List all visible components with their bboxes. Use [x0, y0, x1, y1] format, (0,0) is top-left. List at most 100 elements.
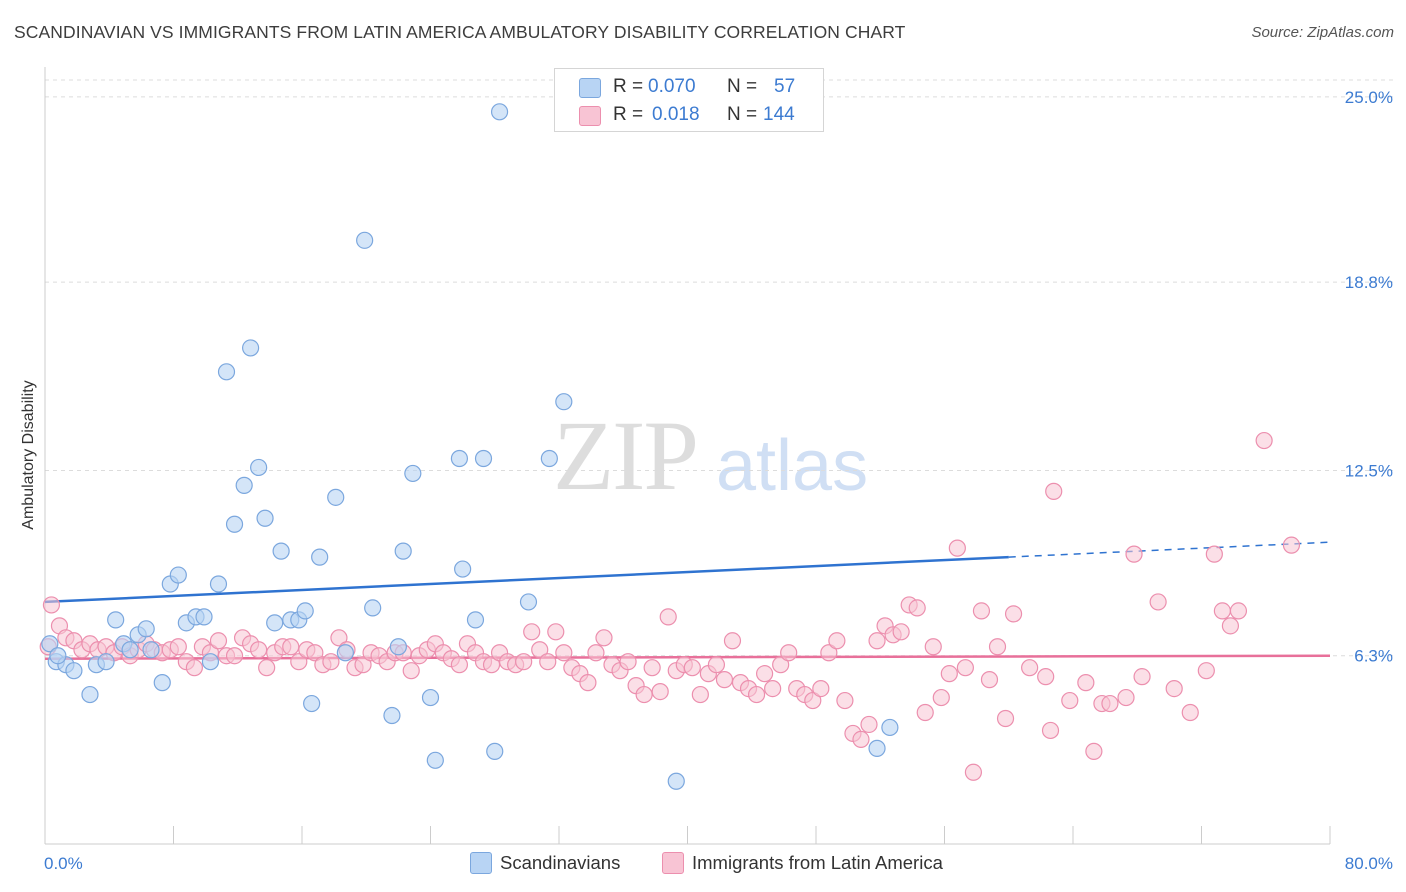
- data-point-latin-america: [354, 656, 372, 674]
- data-point-latin-america: [1041, 721, 1060, 740]
- data-point-scandinavians: [311, 548, 329, 566]
- data-point-scandinavians: [474, 449, 493, 468]
- data-point-latin-america: [1255, 431, 1273, 450]
- data-point-latin-america: [587, 644, 605, 662]
- data-point-latin-america: [836, 691, 854, 710]
- data-point-scandinavians: [394, 542, 412, 560]
- data-point-scandinavians: [327, 488, 345, 506]
- data-point-scandinavians: [256, 509, 274, 527]
- data-point-scandinavians: [383, 706, 401, 725]
- data-point-latin-america: [531, 641, 549, 659]
- data-point-latin-america: [1061, 691, 1079, 710]
- data-point-latin-america: [852, 730, 870, 749]
- data-point-latin-america: [306, 644, 324, 662]
- data-point-scandinavians: [235, 476, 253, 494]
- data-point-scandinavians: [107, 611, 125, 629]
- data-point-latin-america: [290, 653, 308, 671]
- data-point-latin-america: [892, 623, 910, 641]
- y-tick-label: 12.5%: [1345, 461, 1393, 480]
- data-point-latin-america: [659, 608, 677, 626]
- data-point-scandinavians: [421, 688, 440, 707]
- legend-r-value: 0.070: [648, 76, 696, 97]
- data-point-scandinavians: [336, 644, 354, 662]
- data-point-latin-america: [595, 629, 613, 647]
- data-point-scandinavians: [41, 635, 59, 653]
- data-point-latin-america: [523, 623, 541, 641]
- data-point-latin-america: [812, 679, 830, 698]
- data-point-latin-america: [169, 638, 187, 656]
- data-point-latin-america: [185, 659, 203, 677]
- data-point-scandinavians: [454, 560, 472, 578]
- data-point-latin-america: [1021, 659, 1039, 677]
- data-point-latin-america: [619, 653, 637, 671]
- legend-n-value: 57: [774, 76, 796, 97]
- data-point-scandinavians: [225, 515, 244, 533]
- legend-row-latin-america: R = 0.018 N = 144: [555, 102, 823, 130]
- data-point-scandinavians: [450, 449, 469, 468]
- data-point-latin-america: [691, 685, 709, 704]
- data-point-scandinavians: [209, 575, 228, 593]
- bottom-legend-swatch-pink: [662, 852, 684, 874]
- data-point-latin-america: [948, 539, 966, 557]
- data-point-scandinavians: [364, 599, 382, 617]
- data-point-scandinavians: [169, 566, 187, 584]
- data-point-scandinavians: [242, 339, 260, 357]
- data-point-latin-america: [1077, 674, 1095, 692]
- legend-r-label: R =: [613, 104, 644, 125]
- source-label: Source: ZipAtlas.com: [1251, 24, 1394, 41]
- data-point-scandinavians: [426, 751, 444, 769]
- data-point-latin-america: [225, 647, 244, 665]
- data-point-latin-america: [651, 682, 669, 701]
- data-point-latin-america: [804, 691, 822, 710]
- y-tick-label: 18.8%: [1345, 273, 1393, 292]
- data-point-latin-america: [402, 662, 420, 680]
- data-point-latin-america: [988, 638, 1007, 656]
- data-point-scandinavians: [466, 611, 485, 629]
- data-point-scandinavians: [296, 602, 314, 620]
- data-point-latin-america: [755, 665, 774, 683]
- data-point-latin-america: [250, 641, 268, 659]
- data-point-latin-america: [42, 596, 61, 614]
- data-point-scandinavians: [137, 620, 155, 638]
- data-point-latin-america: [1037, 668, 1055, 686]
- data-point-scandinavians: [540, 449, 558, 468]
- data-point-latin-america: [916, 703, 934, 722]
- chart-title: SCANDINAVIAN VS IMMIGRANTS FROM LATIN AM…: [14, 22, 906, 42]
- data-point-latin-america: [450, 656, 469, 674]
- data-point-latin-america: [1149, 593, 1167, 611]
- legend-swatch-pink: [579, 106, 601, 126]
- trend-line-scandinavians: [44, 555, 1009, 604]
- data-point-latin-america: [258, 659, 276, 677]
- bottom-legend-label: Immigrants from Latin America: [692, 852, 943, 873]
- data-point-scandinavians: [121, 641, 139, 659]
- data-point-latin-america: [579, 674, 597, 692]
- data-point-scandinavians: [97, 653, 115, 671]
- legend-r-value: 0.018: [652, 104, 700, 125]
- data-point-latin-america: [868, 632, 886, 650]
- data-point-latin-america: [980, 671, 999, 689]
- data-point-scandinavians: [153, 674, 171, 692]
- data-point-latin-america: [772, 656, 790, 674]
- legend-row-scandinavians: R = 0.070 N = 57: [555, 74, 823, 102]
- data-point-latin-america: [964, 763, 983, 781]
- data-point-scandinavians: [519, 593, 538, 611]
- data-point-latin-america: [715, 671, 734, 689]
- tick-labels: 6.3% 12.5% 18.8% 25.0% 0.0% 80.0%: [44, 88, 1393, 873]
- data-point-latin-america: [723, 632, 742, 650]
- data-point-latin-america: [547, 623, 565, 641]
- data-point-latin-america: [932, 688, 950, 707]
- data-point-latin-america: [555, 644, 573, 662]
- data-point-scandinavians: [356, 231, 374, 249]
- data-point-scandinavians: [272, 542, 290, 560]
- data-point-latin-america: [1004, 605, 1023, 623]
- data-point-latin-america: [643, 659, 661, 677]
- legend-n-label: N =: [727, 104, 758, 125]
- trend-line-scandinavians-extension: [1008, 541, 1331, 558]
- data-point-latin-america: [1229, 602, 1248, 620]
- data-point-scandinavians: [404, 464, 422, 483]
- data-point-scandinavians: [65, 662, 83, 680]
- data-point-latin-america: [747, 685, 766, 704]
- data-point-latin-america: [996, 709, 1015, 728]
- data-point-scandinavians: [303, 694, 321, 713]
